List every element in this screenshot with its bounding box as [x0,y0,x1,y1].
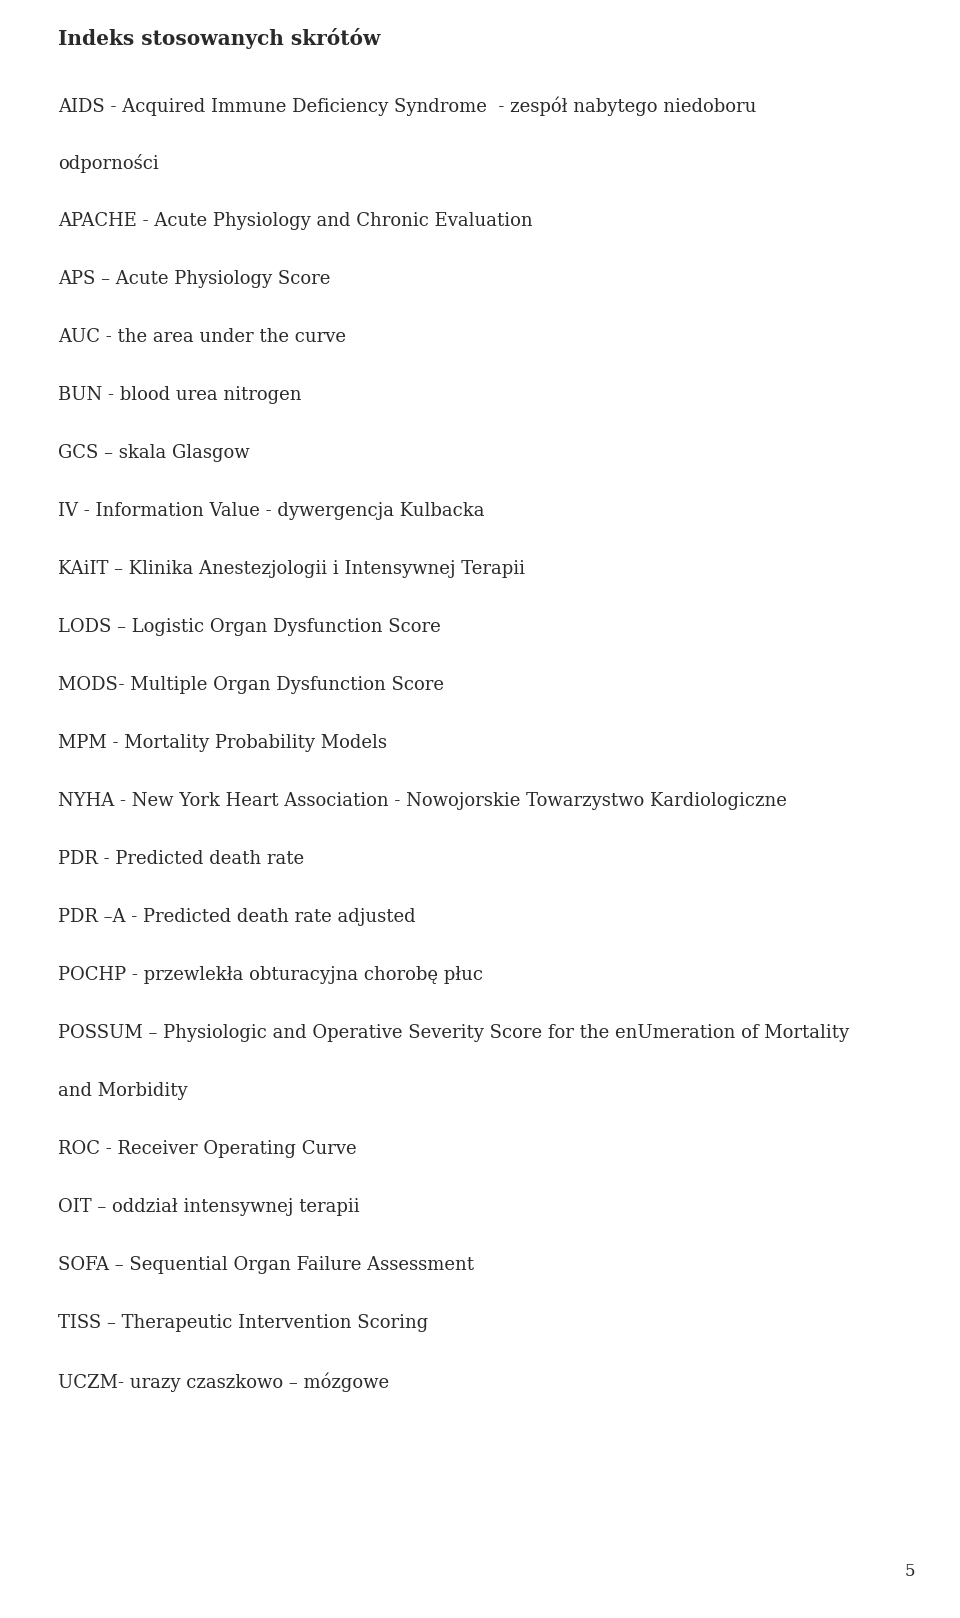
Text: APACHE - Acute Physiology and Chronic Evaluation: APACHE - Acute Physiology and Chronic Ev… [58,212,533,230]
Text: TISS – Therapeutic Intervention Scoring: TISS – Therapeutic Intervention Scoring [58,1314,428,1332]
Text: 5: 5 [904,1563,915,1581]
Text: odporności: odporności [58,154,158,173]
Text: POSSUM – Physiologic and Operative Severity Score for the enUmeration of Mortali: POSSUM – Physiologic and Operative Sever… [58,1024,850,1042]
Text: POCHP - przewlekła obturacyjna chorobę płuc: POCHP - przewlekła obturacyjna chorobę p… [58,966,483,984]
Text: APS – Acute Physiology Score: APS – Acute Physiology Score [58,270,330,288]
Text: SOFA – Sequential Organ Failure Assessment: SOFA – Sequential Organ Failure Assessme… [58,1256,474,1273]
Text: PDR - Predicted death rate: PDR - Predicted death rate [58,849,304,867]
Text: MODS- Multiple Organ Dysfunction Score: MODS- Multiple Organ Dysfunction Score [58,676,444,694]
Text: MPM - Mortality Probability Models: MPM - Mortality Probability Models [58,735,387,752]
Text: BUN - blood urea nitrogen: BUN - blood urea nitrogen [58,387,301,404]
Text: KAiIT – Klinika Anestezjologii i Intensywnej Terapii: KAiIT – Klinika Anestezjologii i Intensy… [58,560,525,578]
Text: and Morbidity: and Morbidity [58,1082,187,1100]
Text: PDR –A - Predicted death rate adjusted: PDR –A - Predicted death rate adjusted [58,908,416,925]
Text: UCZM- urazy czaszkowo – mózgowe: UCZM- urazy czaszkowo – mózgowe [58,1372,389,1391]
Text: OIT – oddział intensywnej terapii: OIT – oddział intensywnej terapii [58,1197,360,1217]
Text: AIDS - Acquired Immune Deficiency Syndrome  - zespół nabytego niedoboru: AIDS - Acquired Immune Deficiency Syndro… [58,95,756,115]
Text: AUC - the area under the curve: AUC - the area under the curve [58,328,346,346]
Text: NYHA - New York Heart Association - Nowojorskie Towarzystwo Kardiologiczne: NYHA - New York Heart Association - Nowo… [58,791,787,811]
Text: Indeks stosowanych skrótów: Indeks stosowanych skrótów [58,28,380,49]
Text: IV - Information Value - dywergencja Kulbacka: IV - Information Value - dywergencja Kul… [58,502,485,519]
Text: LODS – Logistic Organ Dysfunction Score: LODS – Logistic Organ Dysfunction Score [58,618,441,636]
Text: GCS – skala Glasgow: GCS – skala Glasgow [58,443,250,463]
Text: ROC - Receiver Operating Curve: ROC - Receiver Operating Curve [58,1141,356,1158]
